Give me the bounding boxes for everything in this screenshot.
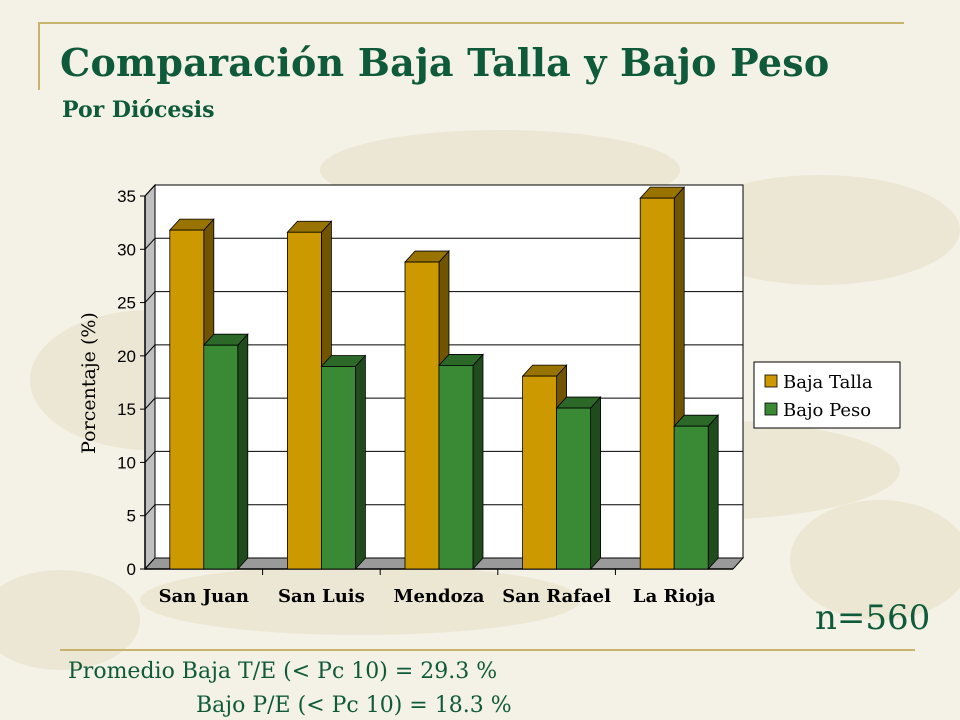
x-category-label: La Rioja xyxy=(633,586,716,607)
y-tick-label: 20 xyxy=(117,347,136,366)
slide-title: Comparación Baja Talla y Bajo Peso xyxy=(60,40,830,85)
bar-bajo-peso-san-rafael xyxy=(556,407,591,570)
plot-side-wall xyxy=(144,183,156,571)
bar-baja-talla-san-juan xyxy=(169,229,205,570)
stat-line-baja-talla: Promedio Baja T/E (< Pc 10) = 29.3 % xyxy=(68,659,498,684)
x-category-label: San Rafael xyxy=(502,586,611,607)
bar-bajo-peso-san-juan xyxy=(203,344,239,570)
left-rule xyxy=(38,22,40,90)
bar-baja-talla-san-luis xyxy=(286,231,322,570)
bar-baja-talla-la-rioja xyxy=(639,197,675,570)
gridline-diagonal xyxy=(144,397,156,410)
y-axis-label: Porcentaje (%) xyxy=(78,312,100,454)
bar-bajo-peso-mendoza xyxy=(438,365,474,570)
bar-bajo-peso-la-rioja-side xyxy=(707,414,719,571)
slide-subtitle: Por Diócesis xyxy=(62,97,215,123)
x-category-label: San Juan xyxy=(159,586,249,607)
bar-bajo-peso-la-rioja xyxy=(673,425,709,570)
gridline-diagonal xyxy=(144,237,156,250)
y-tick-label: 5 xyxy=(127,507,136,526)
legend-label-bajo-peso: Bajo Peso xyxy=(783,400,871,421)
legend-swatch-bajo-peso xyxy=(764,402,778,416)
sample-size-label: n=560 xyxy=(815,598,931,638)
legend-label-baja-talla: Baja Talla xyxy=(783,372,873,393)
y-tick-label: 15 xyxy=(117,400,136,419)
bar-bajo-peso-san-luis-side xyxy=(354,354,366,571)
legend-swatch-baja-talla xyxy=(764,374,778,388)
x-category-label: Mendoza xyxy=(394,586,485,607)
y-tick-label: 30 xyxy=(117,240,136,259)
bar-bajo-peso-san-luis xyxy=(320,366,356,570)
y-tick-label: 0 xyxy=(127,560,136,579)
bar-baja-talla-mendoza xyxy=(404,261,440,570)
bar-baja-talla-san-rafael xyxy=(522,375,557,570)
bar-bajo-peso-san-rafael-side xyxy=(590,396,601,571)
stat-line-bajo-peso: Bajo P/E (< Pc 10) = 18.3 % xyxy=(196,693,512,718)
bar-bajo-peso-san-juan-side xyxy=(237,333,249,571)
top-rule xyxy=(38,22,904,24)
gridline-diagonal xyxy=(144,291,156,303)
gridline-diagonal xyxy=(144,344,156,357)
legend-box xyxy=(753,361,901,429)
y-tick-label: 25 xyxy=(117,294,136,313)
bar-bajo-peso-mendoza-side xyxy=(472,353,484,571)
bottom-rule xyxy=(60,649,915,651)
y-tick-label: 35 xyxy=(117,187,136,206)
y-tick-label: 10 xyxy=(117,453,136,472)
x-category-label: San Luis xyxy=(278,586,365,607)
gridline-diagonal xyxy=(144,504,156,517)
gridline-diagonal xyxy=(144,184,156,197)
gridline-diagonal xyxy=(144,451,156,463)
